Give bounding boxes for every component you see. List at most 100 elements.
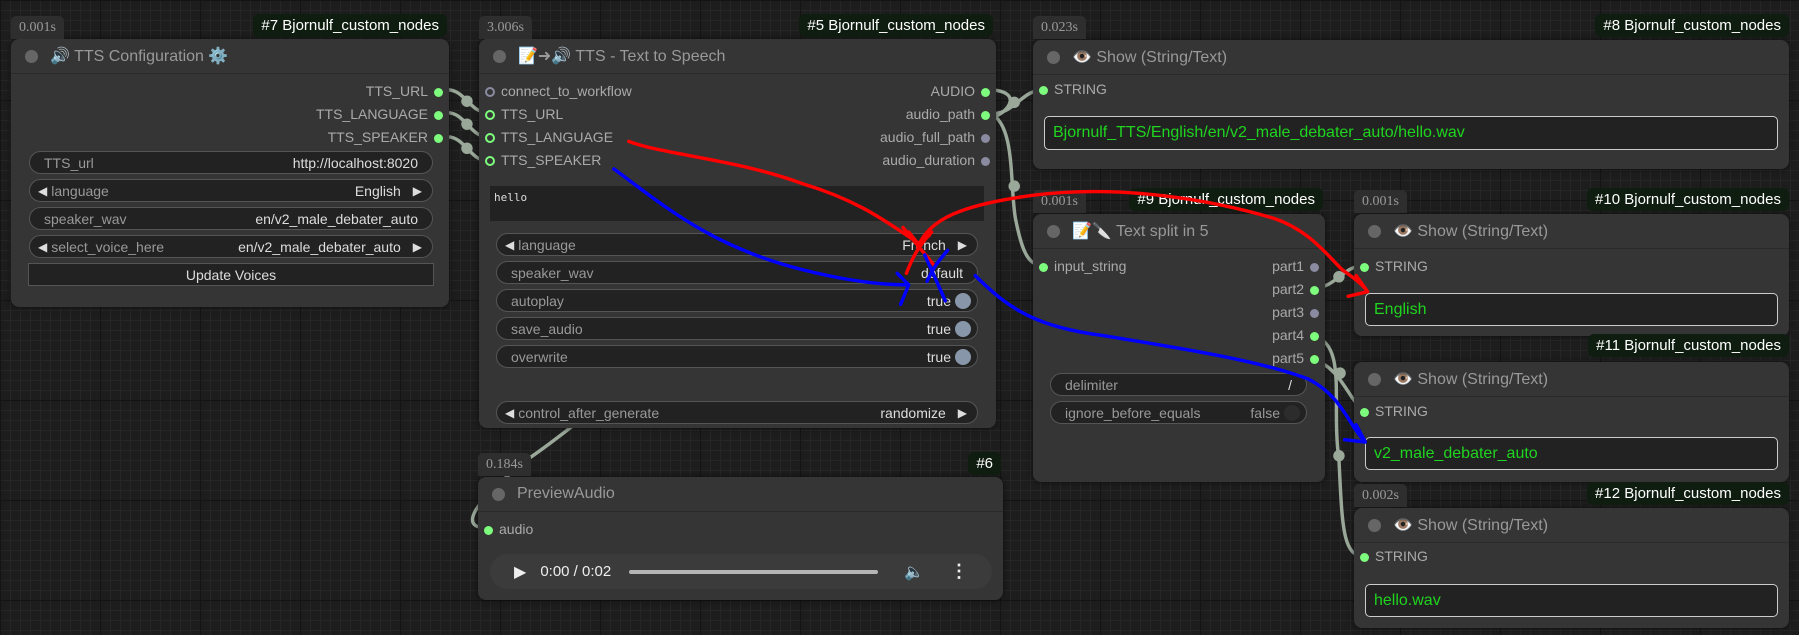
output-part1[interactable]: part1 xyxy=(1272,256,1325,276)
output-part4[interactable]: part4 xyxy=(1272,325,1325,345)
toggle-overwrite[interactable]: overwrite true xyxy=(496,345,978,368)
output-audio-path[interactable]: audio_path xyxy=(906,104,996,124)
widget-control-after-generate[interactable]: ◀ control_after_generate randomize ▶ xyxy=(496,401,978,424)
toggle-knob-icon[interactable] xyxy=(955,320,971,337)
collapse-dot-icon[interactable] xyxy=(1368,224,1381,238)
input-string[interactable]: STRING xyxy=(1354,401,1428,421)
node-show-string-8[interactable]: 👁️ Show (String/Text) STRING Bjornulf_TT… xyxy=(1033,40,1789,169)
arrow-left-icon[interactable]: ◀ xyxy=(38,239,48,254)
output-part5[interactable]: part5 xyxy=(1272,348,1325,368)
slot-dot-icon[interactable] xyxy=(981,87,990,97)
slot-dot-icon[interactable] xyxy=(1310,285,1319,295)
arrow-left-icon[interactable]: ◀ xyxy=(505,237,515,252)
string-output-display[interactable]: English xyxy=(1365,293,1778,326)
string-output-display[interactable]: hello.wav xyxy=(1365,584,1778,617)
widget-tts-url[interactable]: TTS_url http://localhost:8020 xyxy=(29,151,433,174)
node-show-string-11[interactable]: 👁️ Show (String/Text) STRING v2_male_deb… xyxy=(1354,362,1789,482)
arrow-left-icon[interactable]: ◀ xyxy=(505,405,515,420)
slot-ring-icon[interactable] xyxy=(485,87,495,98)
toggle-knob-icon[interactable] xyxy=(955,348,971,365)
slot-dot-icon[interactable] xyxy=(1360,552,1369,562)
output-audio-duration[interactable]: audio_duration xyxy=(882,150,996,170)
slot-ring-icon[interactable] xyxy=(485,110,495,121)
toggle-save-audio[interactable]: save_audio true xyxy=(496,317,978,340)
output-part3[interactable]: part3 xyxy=(1272,302,1325,322)
toggle-autoplay[interactable]: autoplay true xyxy=(496,289,978,312)
output-tts-language[interactable]: TTS_LANGUAGE xyxy=(316,104,449,124)
node7-header[interactable]: 🔊 TTS Configuration ⚙️ xyxy=(11,39,449,74)
slot-dot-icon[interactable] xyxy=(1039,262,1048,272)
node12-header[interactable]: 👁️ Show (String/Text) xyxy=(1354,508,1789,543)
slot-dot-icon[interactable] xyxy=(484,525,493,535)
volume-icon[interactable]: 🔈 xyxy=(904,563,924,581)
collapse-dot-icon[interactable] xyxy=(1047,224,1060,238)
node-tts-text-to-speech[interactable]: 📝➜🔊 TTS - Text to Speech connect_to_work… xyxy=(479,39,996,428)
collapse-dot-icon[interactable] xyxy=(492,487,505,501)
slot-dot-icon[interactable] xyxy=(981,156,990,166)
collapse-dot-icon[interactable] xyxy=(1047,50,1060,64)
input-string[interactable]: STRING xyxy=(1033,79,1107,99)
input-tts-language[interactable]: TTS_LANGUAGE xyxy=(479,127,613,147)
collapse-dot-icon[interactable] xyxy=(25,49,38,63)
output-tts-speaker[interactable]: TTS_SPEAKER xyxy=(328,127,449,147)
node-show-string-10[interactable]: 👁️ Show (String/Text) STRING English xyxy=(1354,214,1789,336)
slot-dot-icon[interactable] xyxy=(434,87,443,97)
string-output-display[interactable]: Bjornulf_TTS/English/en/v2_male_debater_… xyxy=(1044,116,1778,150)
widget-select-voice[interactable]: ◀ select_voice_here en/v2_male_debater_aut… xyxy=(29,235,433,258)
arrow-right-icon[interactable]: ▶ xyxy=(957,237,967,252)
output-part2[interactable]: part2 xyxy=(1272,279,1325,299)
play-icon[interactable]: ▶ xyxy=(514,563,527,581)
input-tts-url[interactable]: TTS_URL xyxy=(479,104,563,124)
node5-header[interactable]: 📝➜🔊 TTS - Text to Speech xyxy=(479,39,996,74)
slot-dot-icon[interactable] xyxy=(434,133,443,143)
arrow-left-icon[interactable]: ◀ xyxy=(38,183,48,198)
input-string[interactable]: STRING xyxy=(1354,546,1428,566)
node-tts-configuration[interactable]: 🔊 TTS Configuration ⚙️ TTS_URL TTS_LANGU… xyxy=(11,39,449,307)
widget-speaker-wav[interactable]: speaker_wav en/v2_male_debater_auto xyxy=(29,207,433,230)
update-voices-button[interactable]: Update Voices xyxy=(28,263,434,286)
output-tts-url[interactable]: TTS_URL xyxy=(366,81,449,101)
audio-player[interactable]: ▶ 0:00 / 0:02 🔈 ⋮ xyxy=(490,554,992,589)
slot-dot-icon[interactable] xyxy=(1310,354,1319,364)
node-preview-audio[interactable]: PreviewAudio audio ▶ 0:00 / 0:02 🔈 ⋮ xyxy=(478,477,1003,600)
widget-delimiter[interactable]: delimiter / xyxy=(1050,373,1307,396)
node11-header[interactable]: 👁️ Show (String/Text) xyxy=(1354,362,1789,397)
slot-dot-icon[interactable] xyxy=(1360,262,1369,272)
slot-dot-icon[interactable] xyxy=(1039,85,1048,95)
slot-dot-icon[interactable] xyxy=(1310,331,1319,341)
slot-ring-icon[interactable] xyxy=(485,133,495,144)
input-input-string[interactable]: input_string xyxy=(1033,256,1126,276)
slot-dot-icon[interactable] xyxy=(1310,308,1319,318)
arrow-right-icon[interactable]: ▶ xyxy=(412,183,422,198)
node-show-string-12[interactable]: 👁️ Show (String/Text) STRING hello.wav xyxy=(1354,508,1789,628)
audio-progress-bar[interactable] xyxy=(629,569,879,574)
widget-language[interactable]: ◀ language French ▶ xyxy=(496,233,978,256)
toggle-knob-icon[interactable] xyxy=(1284,404,1300,421)
node10-header[interactable]: 👁️ Show (String/Text) xyxy=(1354,214,1789,249)
toggle-knob-icon[interactable] xyxy=(955,292,971,309)
widget-speaker-wav[interactable]: speaker_wav default xyxy=(496,261,978,284)
arrow-right-icon[interactable]: ▶ xyxy=(412,239,422,254)
input-connect-to-workflow[interactable]: connect_to_workflow xyxy=(479,81,632,101)
node6-header[interactable]: PreviewAudio xyxy=(478,477,1003,512)
node8-header[interactable]: 👁️ Show (String/Text) xyxy=(1033,40,1789,75)
input-string[interactable]: STRING xyxy=(1354,256,1428,276)
text-input[interactable]: hello xyxy=(490,186,984,221)
slot-ring-icon[interactable] xyxy=(485,156,495,167)
input-audio[interactable]: audio xyxy=(478,519,533,539)
output-audio[interactable]: AUDIO xyxy=(931,81,996,101)
more-options-icon[interactable]: ⋮ xyxy=(950,561,968,581)
widget-language[interactable]: ◀ language English ▶ xyxy=(29,179,433,202)
node-text-split[interactable]: 📝🔪 Text split in 5 input_string part1 pa… xyxy=(1033,214,1325,482)
collapse-dot-icon[interactable] xyxy=(493,49,506,63)
input-tts-speaker[interactable]: TTS_SPEAKER xyxy=(479,150,601,170)
toggle-ignore-before-equals[interactable]: ignore_before_equals false xyxy=(1050,401,1307,424)
slot-dot-icon[interactable] xyxy=(1310,262,1319,272)
output-audio-full-path[interactable]: audio_full_path xyxy=(880,127,996,147)
collapse-dot-icon[interactable] xyxy=(1368,372,1381,386)
slot-dot-icon[interactable] xyxy=(434,110,443,120)
slot-dot-icon[interactable] xyxy=(981,133,990,143)
arrow-right-icon[interactable]: ▶ xyxy=(957,405,967,420)
slot-dot-icon[interactable] xyxy=(1360,407,1369,417)
string-output-display[interactable]: v2_male_debater_auto xyxy=(1365,437,1778,470)
